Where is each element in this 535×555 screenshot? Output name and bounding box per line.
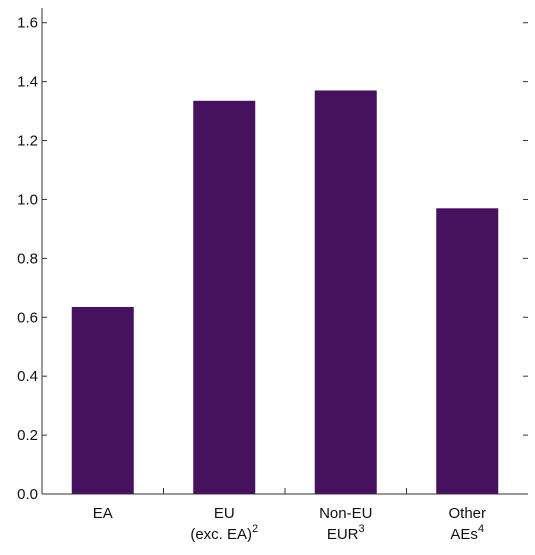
bar	[71, 306, 134, 494]
y-tick-label: 0.2	[17, 427, 38, 444]
y-tick-label: 0.4	[17, 368, 38, 385]
footnote-superscript: 2	[252, 523, 258, 535]
footnote-superscript: 4	[478, 523, 484, 535]
x-tick-label: EU	[214, 505, 235, 522]
x-tick-label: (exc. EA)2	[190, 523, 258, 543]
x-tick-label: Other	[448, 505, 486, 522]
bar	[314, 90, 377, 495]
y-axis: 0.0 0.2 0.4 0.6 0.8 1.0 1.2 1.4 1.6	[17, 8, 528, 503]
y-tick-label: 1.4	[17, 74, 38, 91]
y-tick-label: 1.2	[17, 133, 38, 150]
x-tick-label: EA	[93, 505, 113, 522]
x-tick-label: AEs4	[450, 523, 484, 543]
x-tick-label: Non-EU	[319, 505, 372, 522]
y-tick-label: 1.0	[17, 191, 38, 208]
y-tick-label: 0.6	[17, 309, 38, 326]
y-tick-label: 0.0	[17, 486, 38, 503]
bar	[436, 208, 499, 495]
bar	[193, 100, 256, 495]
bars-group	[71, 90, 499, 495]
footnote-superscript: 3	[359, 523, 365, 535]
x-tick-label: EUR3	[327, 523, 365, 543]
y-tick-label: 0.8	[17, 250, 38, 267]
y-tick-label: 1.6	[17, 15, 38, 32]
